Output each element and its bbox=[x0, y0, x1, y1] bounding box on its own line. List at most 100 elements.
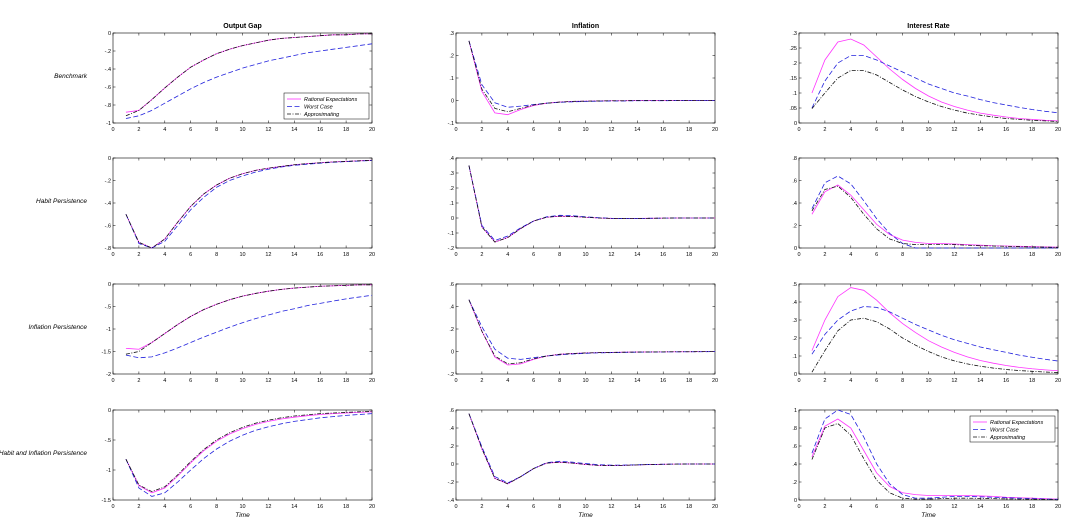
y-tick-label: 0 bbox=[451, 99, 454, 105]
x-tick-label: 14 bbox=[634, 378, 640, 384]
axes-box bbox=[798, 32, 1059, 124]
y-tick-label: -.2 bbox=[448, 246, 454, 252]
axes-box bbox=[798, 283, 1059, 375]
y-tick-label: -2 bbox=[106, 372, 111, 378]
y-tick-label: .2 bbox=[449, 327, 454, 333]
series-line-re bbox=[811, 418, 1059, 500]
x-tick-label: 2 bbox=[480, 504, 483, 510]
y-tick-label: .1 bbox=[792, 91, 797, 97]
axes-box bbox=[112, 283, 373, 375]
x-tick-label: 12 bbox=[265, 127, 271, 133]
y-tick-label: 0 bbox=[451, 216, 454, 222]
y-tick-label: .1 bbox=[449, 76, 454, 82]
y-tick-label: .1 bbox=[449, 201, 454, 207]
x-tick-label: 18 bbox=[1029, 127, 1035, 133]
x-tick-label: 8 bbox=[901, 504, 904, 510]
axes-box bbox=[455, 409, 716, 501]
x-tick-label: 2 bbox=[823, 504, 826, 510]
x-tick-label: 16 bbox=[317, 252, 323, 258]
y-tick-label: .3 bbox=[792, 318, 797, 324]
x-tick-label: 12 bbox=[951, 378, 957, 384]
y-tick-label: .6 bbox=[449, 282, 454, 288]
x-tick-label: 18 bbox=[343, 252, 349, 258]
series-line-ap bbox=[811, 423, 1059, 500]
x-tick-label: 8 bbox=[558, 127, 561, 133]
x-tick-label: 4 bbox=[163, 378, 166, 384]
x-tick-label: 6 bbox=[875, 127, 878, 133]
x-tick-label: 0 bbox=[797, 252, 800, 258]
y-tick-label: -.8 bbox=[105, 103, 111, 109]
x-tick-label: 10 bbox=[582, 127, 588, 133]
y-tick-label: -.4 bbox=[105, 67, 111, 73]
series-line-wc bbox=[125, 413, 373, 497]
x-tick-label: 8 bbox=[558, 504, 561, 510]
x-tick-label: 14 bbox=[291, 127, 297, 133]
panel-0-0: -1 -.8 -.6 -.4 -.2 0 0 2 4 6 8 10 12 14 16 18 20 Rational… bbox=[105, 31, 375, 133]
y-tick-label: 1 bbox=[794, 408, 797, 414]
y-tick-label: .2 bbox=[792, 224, 797, 230]
column-title: Interest Rate bbox=[907, 23, 950, 30]
x-tick-label: 2 bbox=[823, 127, 826, 133]
x-tick-label: 2 bbox=[823, 378, 826, 384]
y-tick-label: -.1 bbox=[448, 231, 454, 237]
series-line-wc bbox=[125, 160, 373, 249]
x-tick-label: 10 bbox=[582, 378, 588, 384]
x-tick-label: 8 bbox=[558, 252, 561, 258]
x-tick-label: 0 bbox=[111, 252, 114, 258]
x-tick-label: 8 bbox=[558, 378, 561, 384]
x-tick-label: 6 bbox=[189, 504, 192, 510]
series-line-ap bbox=[811, 185, 1059, 248]
x-tick-label: 20 bbox=[712, 504, 718, 510]
x-tick-label: 8 bbox=[215, 504, 218, 510]
x-tick-label: 0 bbox=[454, 127, 457, 133]
series-line-wc bbox=[811, 55, 1059, 114]
series-line-wc bbox=[125, 43, 373, 119]
column-title: Output Gap bbox=[223, 23, 262, 30]
y-tick-label: .4 bbox=[449, 426, 454, 432]
x-tick-label: 4 bbox=[849, 378, 852, 384]
x-tick-label: 20 bbox=[1055, 378, 1061, 384]
column-title: Inflation bbox=[572, 23, 599, 30]
x-tick-label: 0 bbox=[797, 127, 800, 133]
series-line-ap bbox=[125, 33, 372, 117]
legend-box bbox=[969, 415, 1056, 443]
x-tick-label: 14 bbox=[634, 252, 640, 258]
x-tick-label: 20 bbox=[1055, 127, 1061, 133]
x-tick-label: 10 bbox=[925, 378, 931, 384]
y-tick-label: .4 bbox=[449, 156, 454, 162]
x-tick-label: 10 bbox=[925, 252, 931, 258]
x-axis-label: Time bbox=[235, 512, 250, 519]
panel-2-0: -2 -1.5 -1 -.5 0 0 2 4 6 8 10 12 14 16 18 20 bbox=[102, 282, 376, 384]
x-tick-label: 0 bbox=[111, 504, 114, 510]
y-tick-label: .5 bbox=[792, 282, 797, 288]
y-tick-label: .4 bbox=[792, 201, 797, 207]
x-tick-label: 16 bbox=[660, 378, 666, 384]
y-tick-label: .3 bbox=[449, 171, 454, 177]
y-tick-label: -.2 bbox=[105, 49, 111, 55]
y-tick-label: -.2 bbox=[448, 480, 454, 486]
x-tick-label: 14 bbox=[634, 127, 640, 133]
panel-3-2: 0.2.4.6.810 2 4 6 8 10 12 14 16 18 20TimeRational … bbox=[792, 408, 1061, 519]
series-line-ap bbox=[125, 411, 373, 493]
x-tick-label: 0 bbox=[797, 378, 800, 384]
y-tick-label: 0 bbox=[794, 372, 797, 378]
y-tick-label: 0 bbox=[794, 498, 797, 504]
y-tick-label: 0 bbox=[451, 350, 454, 356]
y-tick-label: -.5 bbox=[105, 438, 111, 444]
x-tick-label: 8 bbox=[215, 127, 218, 133]
axes-box bbox=[798, 157, 1059, 249]
x-tick-label: 2 bbox=[137, 504, 140, 510]
x-tick-label: 18 bbox=[686, 252, 692, 258]
x-tick-label: 12 bbox=[265, 504, 271, 510]
x-tick-label: 18 bbox=[343, 504, 349, 510]
axes-box bbox=[455, 283, 716, 375]
x-tick-label: 20 bbox=[712, 127, 718, 133]
x-tick-label: 14 bbox=[291, 252, 297, 258]
x-tick-label: 10 bbox=[925, 504, 931, 510]
series-line-ap bbox=[468, 40, 715, 113]
panel-3-0: -1.5 -1 -.5 0 0 2 4 6 8 10 12 14 16 18 20 Time bbox=[102, 408, 376, 519]
y-tick-label: .4 bbox=[449, 305, 454, 311]
y-tick-label: -1 bbox=[106, 121, 111, 127]
series-line-wc bbox=[125, 294, 373, 359]
series-line-re bbox=[811, 287, 1059, 372]
